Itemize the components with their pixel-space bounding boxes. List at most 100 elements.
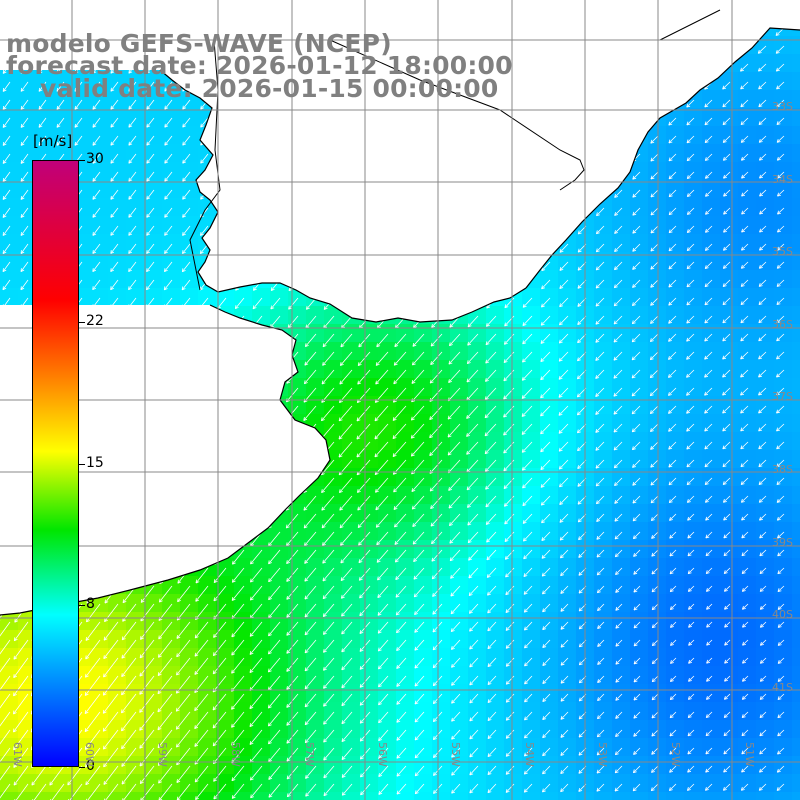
- wind-cell: [558, 288, 577, 307]
- wind-cell: [18, 288, 37, 307]
- wind-cell: [270, 666, 289, 685]
- wind-cell: [702, 504, 721, 523]
- wind-cell: [432, 576, 451, 595]
- wind-cell: [450, 450, 469, 469]
- wind-cell: [198, 666, 217, 685]
- wind-cell: [234, 720, 253, 739]
- wind-cell: [702, 234, 721, 253]
- wind-cell: [414, 342, 433, 361]
- wind-cell: [702, 270, 721, 289]
- wind-cell: [396, 396, 415, 415]
- wind-cell: [360, 522, 379, 541]
- wind-cell: [126, 594, 145, 613]
- wind-cell: [396, 756, 415, 775]
- wind-cell: [684, 234, 703, 253]
- latitude-label: 37S: [772, 390, 793, 403]
- wind-cell: [666, 720, 685, 739]
- wind-cell: [306, 648, 325, 667]
- wind-cell: [504, 468, 523, 487]
- wind-cell: [378, 792, 397, 800]
- wind-cell: [306, 576, 325, 595]
- wind-cell: [342, 342, 361, 361]
- wind-cell: [720, 306, 739, 325]
- wind-cell: [702, 594, 721, 613]
- wind-cell: [558, 378, 577, 397]
- wind-cell: [414, 486, 433, 505]
- colorbar-tick-label: 15: [86, 454, 104, 471]
- wind-cell: [144, 126, 163, 145]
- wind-cell: [738, 468, 757, 487]
- wind-cell: [612, 792, 631, 800]
- wind-cell: [270, 630, 289, 649]
- wind-cell: [504, 792, 523, 800]
- wind-cell: [702, 684, 721, 703]
- wind-cell: [756, 234, 775, 253]
- wind-cell: [720, 648, 739, 667]
- wind-cell: [792, 360, 800, 379]
- wind-cell: [288, 540, 307, 559]
- wind-cell: [252, 288, 271, 307]
- wind-cell: [792, 306, 800, 325]
- wind-cell: [306, 720, 325, 739]
- wind-cell: [540, 432, 559, 451]
- wind-cell: [774, 162, 793, 181]
- wind-cell: [468, 792, 487, 800]
- wind-cell: [486, 324, 505, 343]
- wind-cell: [594, 234, 613, 253]
- wind-cell: [18, 252, 37, 271]
- wind-cell: [306, 522, 325, 541]
- wind-cell: [720, 792, 739, 800]
- wind-cell: [90, 180, 109, 199]
- wind-cell: [594, 558, 613, 577]
- wind-cell: [486, 306, 505, 325]
- wind-cell: [684, 666, 703, 685]
- wind-cell: [306, 342, 325, 361]
- wind-cell: [630, 252, 649, 271]
- wind-cell: [648, 234, 667, 253]
- wind-cell: [252, 576, 271, 595]
- wind-cell: [720, 504, 739, 523]
- wind-cell: [774, 576, 793, 595]
- wind-cell: [774, 774, 793, 793]
- wind-cell: [504, 342, 523, 361]
- wind-cell: [378, 666, 397, 685]
- wind-cell: [396, 738, 415, 757]
- wind-cell: [378, 342, 397, 361]
- wind-cell: [558, 414, 577, 433]
- wind-cell: [720, 234, 739, 253]
- wind-cell: [774, 486, 793, 505]
- wind-cell: [414, 666, 433, 685]
- wind-cell: [648, 576, 667, 595]
- wind-cell: [702, 90, 721, 109]
- wind-cell: [630, 738, 649, 757]
- wind-cell: [306, 558, 325, 577]
- wind-cell: [774, 126, 793, 145]
- wind-cell: [180, 288, 199, 307]
- wind-cell: [198, 576, 217, 595]
- wind-cell: [306, 684, 325, 703]
- wind-cell: [378, 468, 397, 487]
- wind-cell: [594, 630, 613, 649]
- wind-cell: [396, 414, 415, 433]
- wind-cell: [504, 396, 523, 415]
- wind-cell: [666, 576, 685, 595]
- wind-cell: [666, 702, 685, 721]
- wind-cell: [324, 612, 343, 631]
- wind-cell: [756, 198, 775, 217]
- wind-cell: [648, 540, 667, 559]
- wind-cell: [324, 630, 343, 649]
- wind-cell: [738, 684, 757, 703]
- wind-cell: [684, 198, 703, 217]
- wind-cell: [324, 576, 343, 595]
- wind-cell: [540, 612, 559, 631]
- wind-cell: [738, 630, 757, 649]
- wind-cell: [396, 522, 415, 541]
- wind-cell: [738, 270, 757, 289]
- colorbar-tick-label: 8: [86, 596, 95, 613]
- wind-cell: [324, 504, 343, 523]
- wind-cell: [774, 630, 793, 649]
- wind-cell: [180, 126, 199, 145]
- wind-cell: [558, 306, 577, 325]
- wind-cell: [216, 288, 235, 307]
- wind-cell: [486, 576, 505, 595]
